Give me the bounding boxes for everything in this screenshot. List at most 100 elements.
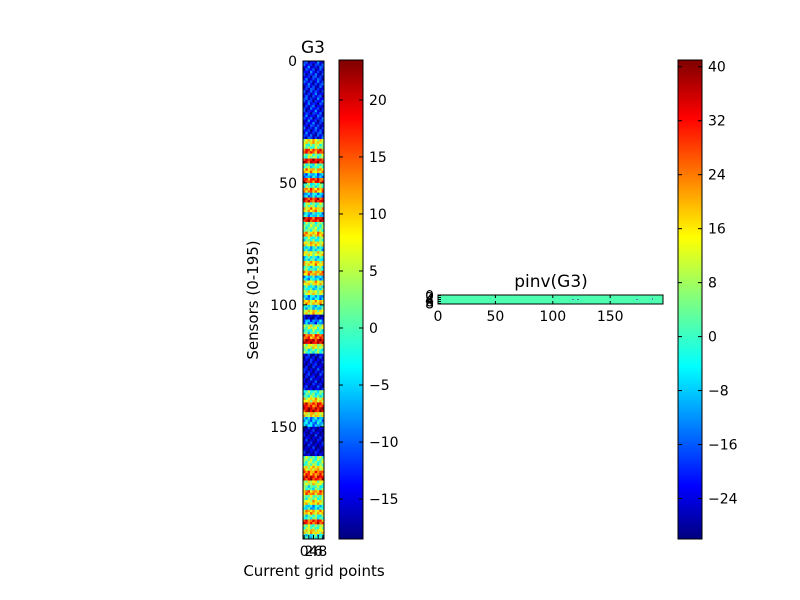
g3-cell — [303, 163, 306, 167]
g3-cell — [312, 243, 315, 247]
g3-cell — [307, 399, 311, 403]
g3-cell — [317, 282, 320, 286]
g3-cell — [307, 168, 311, 172]
g3-cell — [305, 426, 308, 430]
g3-cell — [317, 317, 320, 320]
g3-cell — [314, 139, 318, 142]
g3-cell — [317, 243, 320, 247]
g3-cell — [305, 292, 308, 296]
g3-cell — [310, 209, 313, 213]
g3-cell — [317, 487, 320, 491]
g3-cell — [321, 268, 325, 272]
g3-cell — [317, 326, 320, 330]
g3-cell — [319, 375, 322, 379]
g3-cell — [307, 300, 311, 303]
g3-cell — [321, 241, 325, 245]
g3-cell — [310, 509, 313, 513]
g3-cell — [305, 304, 308, 308]
g3-cell — [319, 382, 322, 386]
g3-cell — [303, 278, 306, 281]
g3-cell — [321, 265, 325, 269]
g3-cell — [305, 321, 308, 325]
g3-cell — [305, 424, 308, 428]
g3-cell — [321, 158, 325, 162]
g3-cell — [314, 431, 318, 435]
g3-cell — [314, 521, 318, 525]
g3-cell — [312, 100, 315, 103]
g3-cell — [307, 160, 311, 164]
g3-cell — [317, 424, 320, 428]
g3-cell — [310, 390, 313, 393]
g3-cell — [319, 519, 322, 523]
g3-cell — [312, 297, 315, 301]
g3-cell — [310, 485, 313, 489]
g3-cell — [310, 346, 313, 350]
g3-cell — [314, 253, 318, 257]
g3-cell — [319, 426, 322, 430]
g3-cell — [307, 407, 311, 411]
g3-cell — [314, 141, 318, 145]
g3-cell — [317, 270, 320, 274]
g3-cell — [317, 61, 320, 64]
g3-cell — [319, 324, 322, 328]
g3-cell — [317, 412, 320, 415]
g3-cell — [303, 302, 306, 306]
g3-cell — [307, 119, 311, 123]
g3-cell — [312, 443, 315, 447]
g3-cell — [307, 382, 311, 386]
g3-cell — [312, 504, 315, 508]
g3-cell — [307, 395, 311, 398]
g3-cell — [317, 163, 320, 167]
g3-cell — [312, 287, 315, 291]
g3-cell — [305, 146, 308, 150]
g3-cell — [314, 234, 318, 237]
g3-cell — [314, 151, 318, 154]
g3-cell — [307, 439, 311, 442]
g3-cell — [321, 212, 325, 215]
g3-cell — [307, 151, 311, 154]
g3-cell — [305, 507, 308, 511]
g3-cell — [319, 321, 322, 325]
g3-cell — [321, 339, 325, 342]
g3-cell — [321, 297, 325, 301]
g3-cell — [319, 141, 322, 145]
g3-cell — [310, 339, 313, 342]
g3-cell — [307, 470, 311, 474]
g3-cell — [310, 248, 313, 252]
g3-cell — [314, 187, 318, 191]
g3-cell — [321, 182, 325, 186]
g3-cell — [303, 424, 306, 428]
g3-cell — [310, 275, 313, 279]
g3-cell — [314, 326, 318, 330]
g3-cell — [321, 499, 325, 503]
g3-cell — [305, 307, 308, 311]
g3-cell — [321, 475, 325, 479]
g3-cell — [307, 273, 311, 276]
g3-cell — [314, 421, 318, 425]
g3-cell — [307, 429, 311, 432]
g3-cell — [305, 119, 308, 123]
g3-cell — [312, 370, 315, 374]
g3-cell — [312, 353, 315, 357]
g3-cell — [305, 65, 308, 69]
g3-cell — [303, 170, 306, 174]
g3-cell — [303, 443, 306, 447]
g3-cell — [312, 197, 315, 201]
g3-cell — [317, 278, 320, 281]
g3-cell — [319, 339, 322, 342]
g3-cell — [314, 285, 318, 289]
g3-cell — [307, 202, 311, 206]
g3-cell — [303, 399, 306, 403]
g3-cell — [317, 517, 320, 520]
g3-cell — [305, 343, 308, 347]
g3-cell — [314, 170, 318, 174]
g3-cell — [314, 529, 318, 532]
g3-cell — [307, 173, 311, 176]
g3-cell — [314, 412, 318, 415]
g3-cell — [314, 212, 318, 215]
g3-cell — [310, 75, 313, 79]
g3-cell — [303, 309, 306, 313]
g3-cell — [303, 143, 306, 147]
g3-cell — [314, 360, 318, 364]
g3-cell — [321, 63, 325, 67]
